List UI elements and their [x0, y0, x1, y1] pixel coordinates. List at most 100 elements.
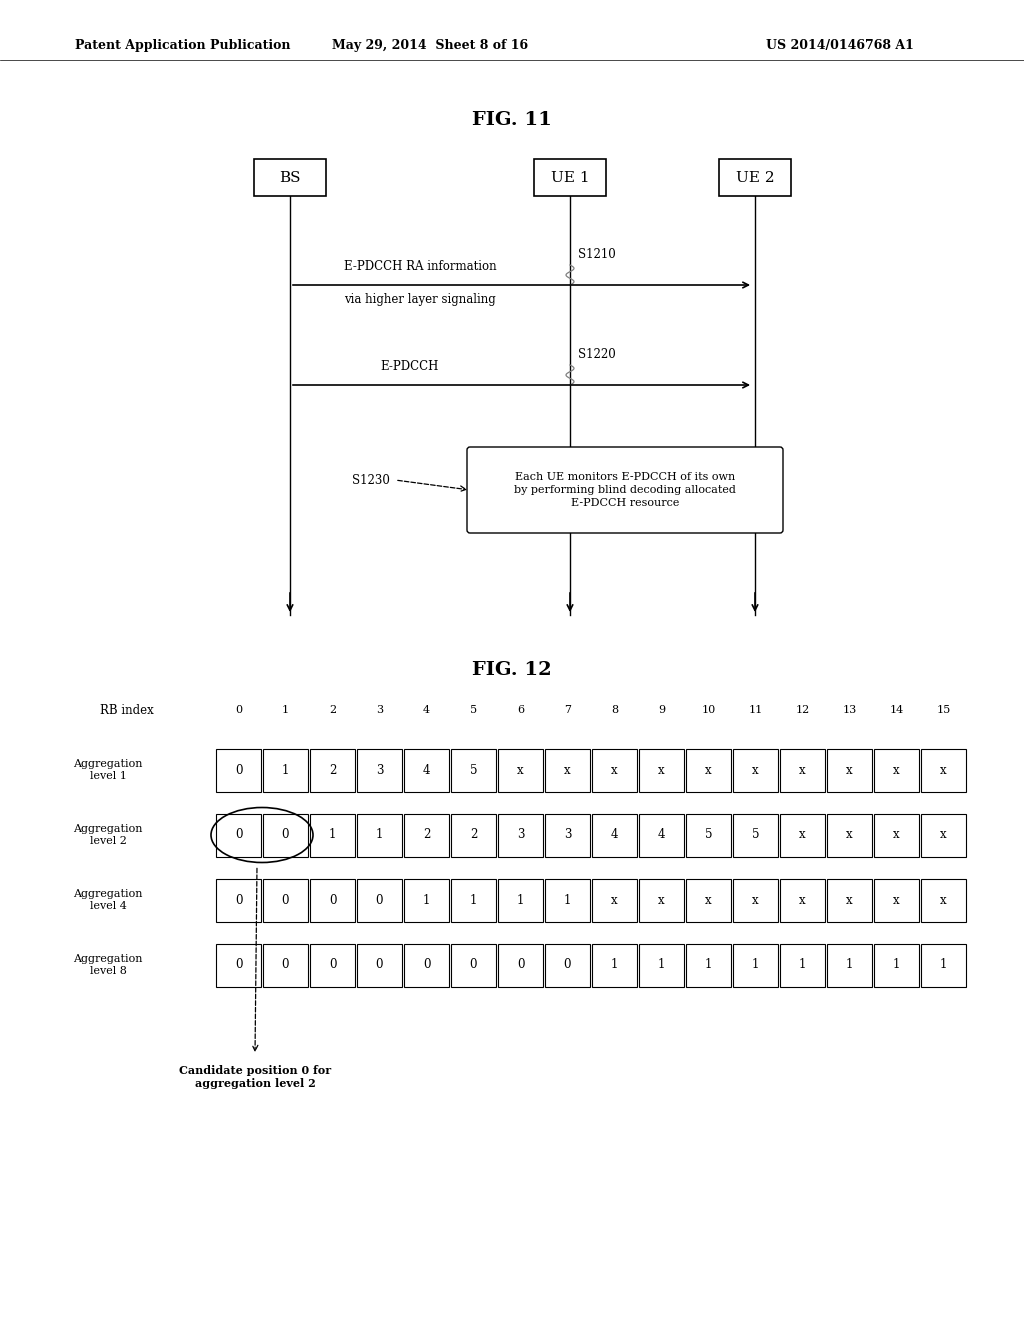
FancyBboxPatch shape: [451, 748, 496, 792]
FancyBboxPatch shape: [254, 158, 326, 195]
Text: 1: 1: [329, 829, 336, 842]
FancyBboxPatch shape: [780, 879, 825, 921]
Text: x: x: [611, 894, 617, 907]
Text: 14: 14: [890, 705, 903, 715]
Text: 1: 1: [423, 894, 430, 907]
FancyBboxPatch shape: [719, 158, 791, 195]
Text: FIG. 12: FIG. 12: [472, 661, 552, 678]
Text: Aggregation
level 4: Aggregation level 4: [74, 890, 142, 911]
FancyBboxPatch shape: [357, 748, 402, 792]
Text: x: x: [517, 763, 524, 776]
FancyBboxPatch shape: [263, 944, 308, 986]
FancyBboxPatch shape: [921, 944, 966, 986]
Text: 0: 0: [517, 958, 524, 972]
Text: 0: 0: [282, 958, 289, 972]
Text: 1: 1: [705, 958, 712, 972]
FancyBboxPatch shape: [545, 748, 590, 792]
Text: x: x: [846, 763, 853, 776]
Text: 2: 2: [470, 829, 477, 842]
Text: x: x: [799, 763, 806, 776]
FancyBboxPatch shape: [639, 748, 684, 792]
FancyBboxPatch shape: [733, 879, 778, 921]
FancyBboxPatch shape: [216, 748, 261, 792]
FancyBboxPatch shape: [263, 813, 308, 857]
FancyBboxPatch shape: [921, 813, 966, 857]
FancyBboxPatch shape: [216, 944, 261, 986]
FancyBboxPatch shape: [827, 748, 872, 792]
FancyBboxPatch shape: [827, 944, 872, 986]
Text: Each UE monitors E-PDCCH of its own
by performing blind decoding allocated
E-PDC: Each UE monitors E-PDCCH of its own by p…: [514, 471, 736, 508]
FancyBboxPatch shape: [451, 944, 496, 986]
Text: x: x: [940, 763, 947, 776]
FancyBboxPatch shape: [545, 813, 590, 857]
Text: 0: 0: [282, 829, 289, 842]
Text: 0: 0: [329, 894, 336, 907]
Text: 1: 1: [470, 894, 477, 907]
Text: 1: 1: [376, 829, 383, 842]
Text: 4: 4: [610, 829, 618, 842]
Text: x: x: [846, 894, 853, 907]
Text: 7: 7: [564, 705, 571, 715]
Text: Candidate position 0 for
aggregation level 2: Candidate position 0 for aggregation lev…: [179, 1065, 331, 1089]
Text: x: x: [846, 829, 853, 842]
FancyBboxPatch shape: [357, 944, 402, 986]
Text: 2: 2: [423, 829, 430, 842]
Text: via higher layer signaling: via higher layer signaling: [344, 293, 496, 306]
Text: BS: BS: [280, 170, 301, 185]
FancyBboxPatch shape: [827, 879, 872, 921]
Text: 2: 2: [329, 705, 336, 715]
Text: 1: 1: [799, 958, 806, 972]
Text: S1220: S1220: [578, 348, 615, 362]
Text: 1: 1: [610, 958, 618, 972]
FancyBboxPatch shape: [263, 748, 308, 792]
FancyBboxPatch shape: [404, 813, 449, 857]
Text: FIG. 11: FIG. 11: [472, 111, 552, 129]
Text: 12: 12: [796, 705, 810, 715]
Text: x: x: [753, 894, 759, 907]
Text: 4: 4: [657, 829, 666, 842]
FancyBboxPatch shape: [733, 748, 778, 792]
FancyBboxPatch shape: [404, 879, 449, 921]
Text: 1: 1: [517, 894, 524, 907]
FancyBboxPatch shape: [780, 748, 825, 792]
Text: E-PDCCH RA information: E-PDCCH RA information: [344, 260, 497, 273]
Text: 1: 1: [657, 958, 666, 972]
FancyBboxPatch shape: [874, 813, 919, 857]
FancyBboxPatch shape: [467, 447, 783, 533]
FancyBboxPatch shape: [545, 879, 590, 921]
Text: 13: 13: [843, 705, 857, 715]
Text: 8: 8: [611, 705, 618, 715]
Text: 0: 0: [234, 829, 243, 842]
Text: 10: 10: [701, 705, 716, 715]
Text: Aggregation
level 1: Aggregation level 1: [74, 759, 142, 781]
Text: UE 1: UE 1: [551, 170, 590, 185]
Text: 4: 4: [423, 705, 430, 715]
FancyBboxPatch shape: [498, 813, 543, 857]
FancyBboxPatch shape: [216, 879, 261, 921]
Text: 5: 5: [470, 705, 477, 715]
Text: x: x: [658, 763, 665, 776]
FancyBboxPatch shape: [780, 944, 825, 986]
Text: x: x: [893, 894, 900, 907]
FancyBboxPatch shape: [534, 158, 606, 195]
Text: 5: 5: [752, 829, 759, 842]
Text: 1: 1: [940, 958, 947, 972]
FancyBboxPatch shape: [686, 813, 731, 857]
Text: 0: 0: [234, 894, 243, 907]
FancyBboxPatch shape: [780, 813, 825, 857]
FancyBboxPatch shape: [921, 879, 966, 921]
FancyBboxPatch shape: [310, 944, 355, 986]
FancyBboxPatch shape: [639, 813, 684, 857]
FancyBboxPatch shape: [874, 879, 919, 921]
Text: 1: 1: [893, 958, 900, 972]
Text: 11: 11: [749, 705, 763, 715]
FancyBboxPatch shape: [592, 944, 637, 986]
Text: 0: 0: [234, 763, 243, 776]
Text: x: x: [799, 829, 806, 842]
Text: 2: 2: [329, 763, 336, 776]
Text: 0: 0: [564, 958, 571, 972]
Text: x: x: [799, 894, 806, 907]
FancyBboxPatch shape: [686, 944, 731, 986]
Text: 15: 15: [936, 705, 950, 715]
Text: x: x: [564, 763, 570, 776]
